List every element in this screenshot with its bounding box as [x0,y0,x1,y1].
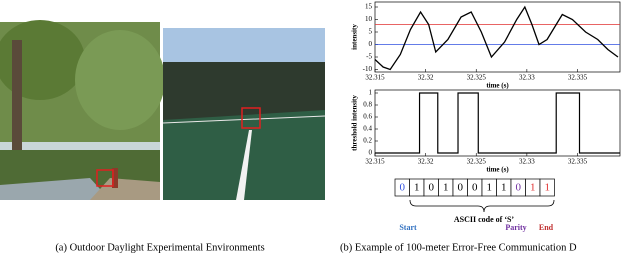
step-line [375,92,620,154]
photo-field [162,28,326,200]
x-tick-label: 32.325 [467,74,487,82]
y-tick-label: 10 [365,15,373,23]
bit-cell [539,178,555,197]
x-tick-label: 32.32 [418,74,434,82]
x-tick-label: 32.325 [467,158,487,166]
bit: 1 [443,182,449,194]
x-tick-label: 32.32 [418,158,434,166]
plot-frame [374,89,621,157]
ascii-label: ASCII code of ‘S’ [454,215,515,224]
end-label: End [539,223,554,232]
y-tick-label: 0.2 [363,137,372,145]
x-axis-label: time (s) [486,82,509,90]
y-axis-label: threshold intensity [351,95,359,151]
y-tick-label: 0.4 [363,125,372,133]
x-tick-label: 32.335 [568,158,588,166]
y-tick-label: -5 [366,53,372,61]
y-tick-label: 0.6 [363,113,372,121]
parity-label: Parity [505,223,526,232]
y-tick-label: 0 [369,149,373,157]
bit: 1 [545,182,551,194]
intensity-line [374,5,619,71]
bit: 0 [458,182,464,194]
bit: 1 [487,182,493,194]
start-label: Start [399,223,417,232]
x-axis-label: time (s) [486,166,509,174]
bit: 0 [516,182,522,194]
bit: 0 [472,182,478,194]
y-tick-label: 1 [369,89,373,97]
y-tick-label: -10 [363,65,373,73]
bit: 0 [429,182,435,194]
caption-b: (b) Example of 100-meter Error-Free Comm… [340,242,577,253]
caption-a: (a) Outdoor Daylight Experimental Enviro… [55,242,264,253]
y-tick-label: 0 [369,40,373,48]
bit: 0 [400,182,406,194]
plot-frame [374,1,621,73]
bit: 1 [501,182,507,194]
x-tick-label: 32.315 [365,158,385,166]
y-tick-label: 0.8 [363,101,372,109]
x-tick-label: 32.33 [519,158,535,166]
bit: 1 [530,182,536,194]
photo-park [0,20,165,200]
bit: 1 [414,182,420,194]
x-tick-label: 32.315 [365,74,385,82]
brace [409,199,555,213]
y-tick-label: 15 [365,3,373,11]
y-tick-label: 5 [369,28,373,36]
x-tick-label: 32.33 [519,74,535,82]
x-tick-label: 32.335 [568,74,588,82]
y-axis-label: intensity [351,24,359,50]
